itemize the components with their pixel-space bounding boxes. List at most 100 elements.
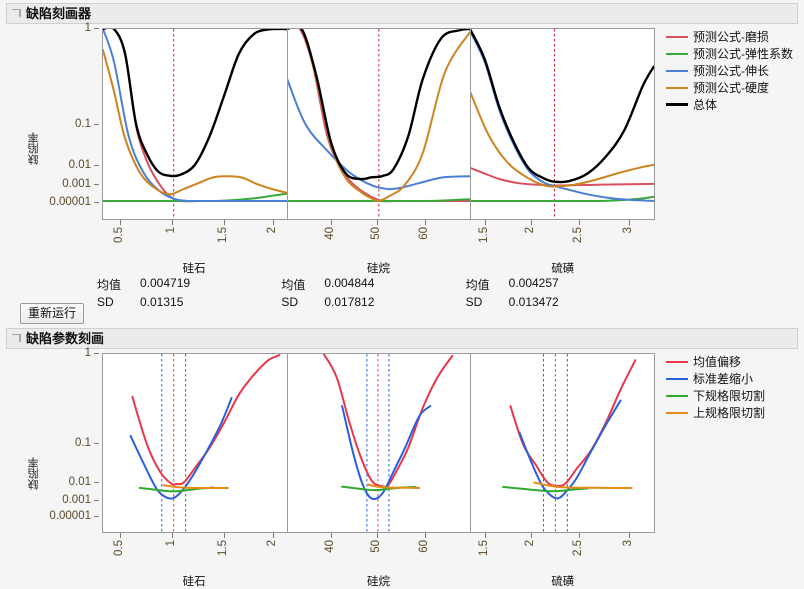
stat-label: 均值 bbox=[281, 278, 306, 292]
x-axis-tick-mark bbox=[579, 220, 581, 225]
x-axis-tick-mark bbox=[579, 533, 581, 538]
section-title-param: 缺陷参数刻画 bbox=[26, 330, 105, 346]
y-axis-tick-mark bbox=[94, 28, 99, 29]
x-axis-tick-label: 3 bbox=[622, 227, 635, 234]
x-axis-tick-label: 1 bbox=[165, 227, 178, 234]
section-header-profiler[interactable]: 缺陷刻画器 bbox=[6, 3, 798, 24]
y-axis-tick-mark bbox=[94, 499, 99, 501]
x-axis-title-硫磺: 硫磺 bbox=[551, 263, 575, 275]
plot-panel-硅石[interactable] bbox=[103, 29, 287, 219]
y-axis-tick-label: 0.1 bbox=[75, 437, 91, 449]
stat-label: SD bbox=[97, 295, 114, 309]
plot-panel-硫磺[interactable] bbox=[470, 29, 654, 219]
legend-item[interactable]: 下规格限切割 bbox=[666, 387, 804, 404]
legend-item[interactable]: 均值偏移 bbox=[666, 353, 804, 370]
disclosure-triangle-icon[interactable] bbox=[11, 333, 23, 345]
x-axis-tick-mark bbox=[485, 220, 487, 225]
legend-swatch-icon bbox=[666, 86, 688, 89]
legend-item[interactable]: 预测公式-硬度 bbox=[666, 79, 804, 96]
stat-value: 0.004719 bbox=[140, 276, 191, 290]
x-axis-tick-label: 0.5 bbox=[113, 227, 126, 243]
x-axis-tick-label: 1.5 bbox=[216, 540, 229, 556]
param-profiler-plot-block: 缺陷率 1 0.1 0.01 0.001 0.00001 0.5 1 1.5 2 硅石 40 50 6… bbox=[0, 347, 804, 588]
x-axis-tick-label: 2.5 bbox=[572, 540, 585, 556]
legend-item[interactable]: 上规格限切割 bbox=[666, 404, 804, 421]
stat-label: SD bbox=[281, 295, 298, 309]
x-axis-title-硅石: 硅石 bbox=[182, 263, 206, 275]
stat-value: 0.01315 bbox=[140, 295, 184, 309]
x-axis-tick-mark bbox=[330, 220, 332, 225]
x-axis-tick-mark bbox=[629, 533, 631, 538]
plot-panel-硅烷[interactable] bbox=[287, 354, 471, 532]
series-line-上规格限切割 bbox=[533, 481, 633, 489]
x-axis-tick-mark bbox=[424, 220, 426, 225]
series-line-上规格限切割 bbox=[162, 484, 229, 490]
stat-label: SD bbox=[465, 295, 483, 309]
legend-param: 均值偏移 标准差缩小 下规格限切割 上规格限切割 bbox=[666, 353, 804, 421]
x-axis-ticks-profiler: 0.5 1 1.5 2 硅石 40 50 60 硅烷 1.5 2 2.5 3 硫磺 bbox=[102, 220, 655, 275]
y-axis-tick-label: 0.001 bbox=[62, 178, 91, 191]
x-axis-title-硫磺: 硫磺 bbox=[551, 576, 575, 588]
x-axis-tick-mark bbox=[273, 533, 275, 538]
x-axis-tick-mark bbox=[531, 220, 533, 225]
y-axis-tick-label: 0.001 bbox=[62, 493, 91, 506]
x-axis-tick-label: 2 bbox=[266, 540, 279, 547]
y-axis-tick-label: 1 bbox=[84, 22, 91, 34]
x-axis-tick-mark bbox=[629, 220, 631, 225]
legend-item[interactable]: 预测公式-伸长 bbox=[666, 62, 804, 79]
series-line-预测公式-伸长 bbox=[103, 29, 287, 203]
series-line-总体 bbox=[286, 29, 471, 181]
x-axis-ticks-param: 0.5 1 1.5 2 硅石 40 50 60 硅烷 1.5 2 2.5 3 硫磺 bbox=[102, 533, 655, 588]
plot-panel-硫磺[interactable] bbox=[470, 354, 654, 532]
x-axis-tick-label: 50 bbox=[369, 227, 382, 240]
y-axis-tick-mark bbox=[94, 353, 99, 354]
legend-item[interactable]: 预测公式-磨损 bbox=[666, 28, 804, 45]
y-axis-labels-param: 1 0.1 0.01 0.001 0.00001 bbox=[0, 347, 99, 549]
x-axis-tick-mark bbox=[172, 220, 174, 225]
y-axis-tick-label: 0.00001 bbox=[49, 509, 91, 522]
legend-label: 预测公式-伸长 bbox=[693, 63, 769, 78]
legend-label: 总体 bbox=[693, 97, 718, 112]
legend-label: 下规格限切割 bbox=[693, 388, 766, 403]
x-axis-tick-mark bbox=[223, 220, 225, 225]
legend-swatch-icon bbox=[666, 377, 688, 380]
panel-divider bbox=[286, 354, 288, 532]
section-header-param-profiler[interactable]: 缺陷参数刻画 bbox=[6, 328, 798, 349]
y-axis-tick-mark bbox=[94, 201, 99, 203]
series-line-总体 bbox=[470, 29, 654, 184]
y-axis-tick-mark bbox=[94, 124, 99, 125]
series-line-均值偏移 bbox=[509, 359, 637, 488]
plot-panel-硅石[interactable] bbox=[103, 354, 287, 532]
series-line-总体 bbox=[103, 29, 287, 178]
x-axis-tick-mark bbox=[485, 533, 487, 538]
x-axis-tick-label: 60 bbox=[417, 540, 430, 553]
x-axis-tick-label: 1 bbox=[165, 540, 178, 547]
x-axis-tick-label: 60 bbox=[417, 227, 430, 240]
series-line-预测公式-磨损 bbox=[103, 29, 287, 203]
x-axis-tick-mark bbox=[376, 220, 378, 225]
series-line-预测公式-弹性系数 bbox=[286, 198, 471, 202]
x-axis-tick-label: 2 bbox=[524, 227, 537, 234]
legend-swatch-icon bbox=[666, 69, 688, 72]
series-line-下规格限切割 bbox=[502, 485, 589, 493]
x-axis-tick-label: 1.5 bbox=[216, 227, 229, 243]
y-axis-tick-label: 0.1 bbox=[75, 118, 91, 130]
y-axis-labels-profiler: 1 0.1 0.01 0.001 0.00001 bbox=[0, 22, 99, 224]
x-axis-tick-label: 3 bbox=[622, 540, 635, 547]
panel-divider bbox=[470, 354, 472, 532]
y-axis-tick-label: 0.01 bbox=[68, 159, 91, 172]
disclosure-triangle-icon[interactable] bbox=[11, 8, 23, 20]
legend-item[interactable]: 预测公式-弹性系数 bbox=[666, 45, 804, 62]
series-line-均值偏移 bbox=[131, 354, 281, 486]
plot-panel-硅烷[interactable] bbox=[286, 29, 471, 219]
panel-divider bbox=[286, 29, 288, 219]
x-axis-tick-mark bbox=[424, 533, 426, 538]
legend-item[interactable]: 总体 bbox=[666, 96, 804, 113]
legend-swatch-icon bbox=[666, 52, 688, 55]
rerun-button[interactable]: 重新运行 bbox=[20, 303, 85, 324]
legend-label: 预测公式-磨损 bbox=[693, 29, 769, 44]
x-axis-tick-mark bbox=[330, 533, 332, 538]
legend-item[interactable]: 标准差缩小 bbox=[666, 370, 804, 387]
x-axis-tick-label: 1.5 bbox=[478, 227, 491, 243]
